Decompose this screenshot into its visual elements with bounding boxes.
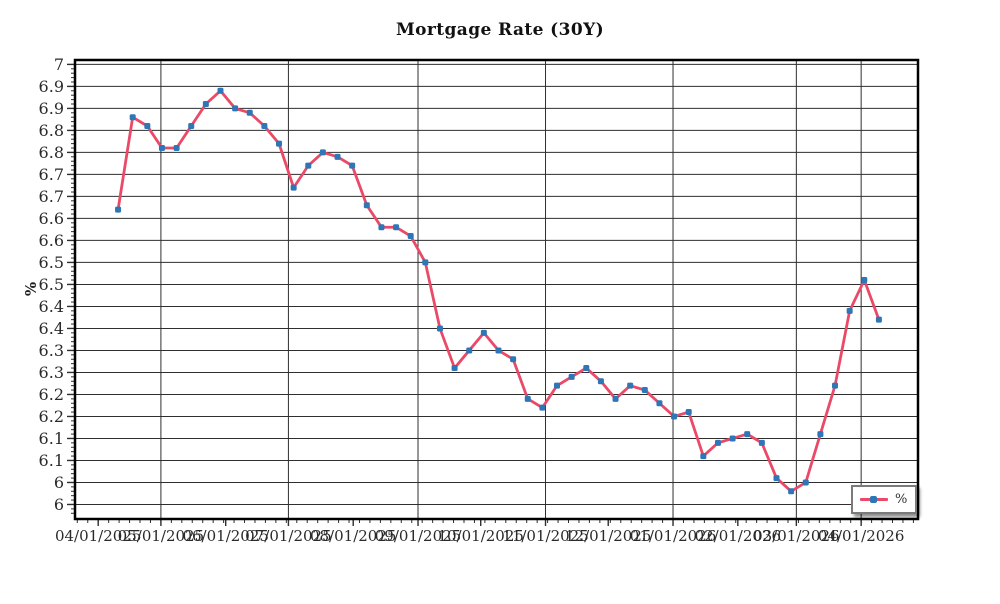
- series: [115, 87, 882, 495]
- svg-text:6.5: 6.5: [39, 275, 64, 294]
- legend: %: [851, 485, 917, 514]
- svg-text:6.4: 6.4: [39, 319, 64, 338]
- svg-text:6.9: 6.9: [39, 99, 64, 118]
- svg-text:05/01/2025: 05/01/2025: [118, 527, 204, 545]
- svg-text:6: 6: [54, 473, 64, 492]
- svg-text:02/01/2026: 02/01/2026: [695, 527, 781, 545]
- svg-text:6.1: 6.1: [39, 451, 64, 470]
- svg-text:04/01/2026: 04/01/2026: [818, 527, 904, 545]
- svg-text:6.4: 6.4: [39, 297, 64, 316]
- series-line: [116, 89, 881, 493]
- svg-text:06/01/2025: 06/01/2025: [182, 527, 268, 545]
- svg-text:6.6: 6.6: [39, 231, 64, 250]
- svg-text:6.7: 6.7: [39, 187, 64, 206]
- svg-text:6.5: 6.5: [39, 253, 64, 272]
- axis-tick-labels: 7 6.9 6.9 6.8 6.8 6.7 6.7 6.6 6.6 6.5 6.5 6.4 6.4 6.3…: [39, 55, 905, 545]
- gridlines: [75, 60, 918, 519]
- svg-text:6.6: 6.6: [39, 209, 64, 228]
- y-axis-title: %: [22, 281, 41, 297]
- svg-text:6.8: 6.8: [39, 121, 64, 140]
- legend-marker-icon: [870, 495, 877, 503]
- svg-text:08/01/2025: 08/01/2025: [310, 527, 396, 545]
- svg-text:6.2: 6.2: [39, 385, 64, 404]
- svg-text:01/01/2026: 01/01/2026: [630, 527, 716, 545]
- legend-label: %: [895, 492, 908, 507]
- chart-title: Mortgage Rate (30Y): [395, 20, 605, 40]
- svg-text:07/01/2025: 07/01/2025: [245, 527, 331, 545]
- svg-text:7: 7: [54, 55, 64, 74]
- svg-text:6.8: 6.8: [39, 143, 64, 162]
- plot-border: [73, 58, 920, 521]
- svg-text:11/01/2025: 11/01/2025: [502, 527, 588, 545]
- axis-ticks: [67, 63, 914, 526]
- series-markers: [115, 87, 882, 495]
- svg-text:6.2: 6.2: [39, 407, 64, 426]
- svg-text:03/01/2026: 03/01/2026: [753, 527, 839, 545]
- svg-text:12/01/2025: 12/01/2025: [565, 527, 651, 545]
- svg-text:6.7: 6.7: [39, 165, 64, 184]
- svg-text:6.3: 6.3: [39, 363, 64, 382]
- svg-text:04/01/2025: 04/01/2025: [55, 527, 141, 545]
- legend-line-sample: [860, 495, 888, 503]
- svg-text:6: 6: [54, 495, 64, 514]
- svg-text:10/01/2025: 10/01/2025: [437, 527, 523, 545]
- svg-text:6.3: 6.3: [39, 341, 64, 360]
- svg-text:6.9: 6.9: [39, 77, 64, 96]
- svg-text:09/01/2025: 09/01/2025: [375, 527, 461, 545]
- svg-text:6.1: 6.1: [39, 429, 64, 448]
